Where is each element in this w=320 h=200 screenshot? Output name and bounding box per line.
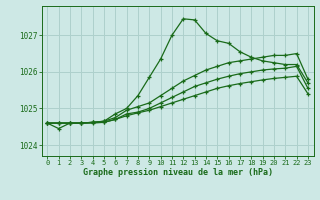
- X-axis label: Graphe pression niveau de la mer (hPa): Graphe pression niveau de la mer (hPa): [83, 168, 273, 177]
